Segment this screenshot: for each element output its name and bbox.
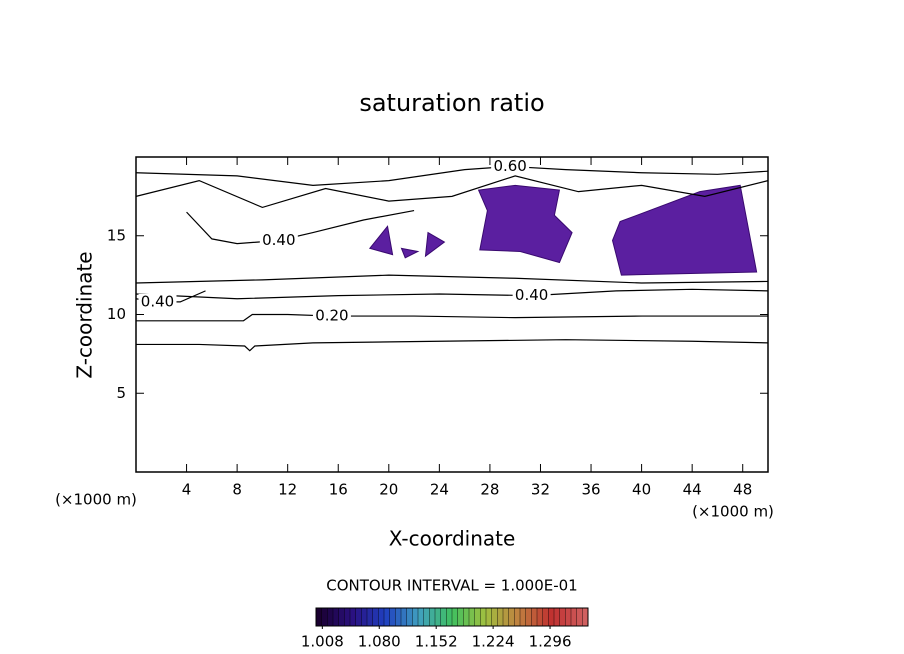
colorbar-cell: [542, 608, 549, 626]
colorbar-cell: [514, 608, 521, 626]
colorbar-cell: [480, 608, 487, 626]
contour-line: [135, 288, 769, 300]
colorbar-tick-label: 1.008: [301, 633, 344, 651]
contour-label-bg: [312, 308, 351, 325]
colorbar-cell: [571, 608, 578, 626]
colorbar-cell: [338, 608, 345, 626]
contour-label-bg: [259, 232, 298, 249]
colorbar-cell: [469, 608, 476, 626]
colorbar-cell: [418, 608, 425, 626]
x-tick-label: 8: [232, 481, 242, 499]
colorbar-frame: [315, 607, 589, 627]
contour-line: [136, 339, 769, 352]
colorbar-cell: [554, 608, 561, 626]
contour-interval: CONTOUR INTERVAL = 1.000E-01: [326, 577, 577, 595]
colorbar-cell: [497, 608, 504, 626]
y-tick-label: 5: [116, 384, 126, 402]
y-unit-label: (×1000 m): [55, 491, 137, 509]
contour-label: 0.20: [315, 307, 348, 325]
y-tick-label: 15: [107, 226, 126, 244]
colorbar-cell: [531, 608, 538, 626]
x-tick-label: 48: [733, 481, 752, 499]
colorbar-tick-label: 1.224: [472, 633, 515, 651]
filled-region: [424, 231, 446, 258]
filled-region: [477, 184, 573, 264]
colorbar-cell: [463, 608, 470, 626]
x-tick-label: 12: [278, 481, 297, 499]
filled-region: [400, 247, 420, 259]
contour-line: [135, 165, 769, 186]
colorbar-cell: [452, 608, 459, 626]
colorbar-cell: [435, 608, 442, 626]
filled-region: [612, 184, 758, 276]
colorbar-cell: [378, 608, 385, 626]
colorbar-cell: [406, 608, 413, 626]
colorbar-cell: [389, 608, 396, 626]
x-tick-label: 28: [480, 481, 499, 499]
colorbar-tick-label: 1.296: [529, 633, 572, 651]
colorbar-cell: [508, 608, 515, 626]
contour-line: [135, 274, 769, 284]
colorbar-cell: [576, 608, 583, 626]
colorbar-cell: [429, 608, 436, 626]
colorbar-cell: [457, 608, 464, 626]
colorbar-cell: [355, 608, 362, 626]
contour-label-bg: [512, 287, 551, 304]
colorbar-cell: [474, 608, 481, 626]
colorbar-cell: [401, 608, 408, 626]
colorbar-cell: [327, 608, 334, 626]
colorbar-cell: [412, 608, 419, 626]
filled-region: [368, 225, 394, 256]
x-tick-label: 16: [329, 481, 348, 499]
colorbar-cell: [491, 608, 498, 626]
colorbar-cell: [361, 608, 368, 626]
colorbar-cell: [384, 608, 391, 626]
x-tick-label: 4: [182, 481, 192, 499]
colorbar-cell: [333, 608, 340, 626]
contour-label: 0.40: [141, 292, 174, 310]
contour-line: [136, 313, 768, 322]
colorbar-cell: [548, 608, 555, 626]
x-tick-label: 20: [379, 481, 398, 499]
colorbar-cell: [321, 608, 328, 626]
colorbar-cell: [423, 608, 430, 626]
colorbar-cell: [367, 608, 374, 626]
contour-label-bg: [138, 293, 177, 310]
y-axis-label: Z-coordinate: [73, 251, 97, 378]
contour-label-bg: [491, 158, 530, 175]
colorbar-cell: [316, 608, 323, 626]
x-tick-label: 44: [683, 481, 702, 499]
colorbar-cell: [440, 608, 447, 626]
x-unit-label: (×1000 m): [692, 503, 774, 521]
x-tick-label: 32: [531, 481, 550, 499]
colorbar-cell: [525, 608, 532, 626]
x-tick-label: 36: [581, 481, 600, 499]
colorbar-tick-label: 1.080: [358, 633, 401, 651]
colorbar-cell: [372, 608, 379, 626]
colorbar-cell: [582, 608, 589, 626]
colorbar-cell: [446, 608, 453, 626]
x-tick-label: 24: [430, 481, 449, 499]
contour-label: 0.40: [262, 231, 295, 249]
colorbar-cell: [486, 608, 493, 626]
contour-label: 0.60: [493, 157, 526, 175]
colorbar-cell: [559, 608, 566, 626]
chart-title: saturation ratio: [359, 89, 544, 117]
colorbar-cell: [503, 608, 510, 626]
contour-label: 0.40: [515, 286, 548, 304]
colorbar-cell: [537, 608, 544, 626]
colorbar-cell: [395, 608, 402, 626]
y-tick-label: 10: [107, 305, 126, 323]
colorbar-cell: [520, 608, 527, 626]
colorbar-cell: [350, 608, 357, 626]
x-axis-label: X-coordinate: [389, 527, 516, 551]
colorbar-cell: [565, 608, 572, 626]
contour-line: [135, 175, 769, 209]
colorbar-cell: [344, 608, 351, 626]
colorbar-tick-label: 1.152: [415, 633, 458, 651]
x-tick-label: 40: [632, 481, 651, 499]
